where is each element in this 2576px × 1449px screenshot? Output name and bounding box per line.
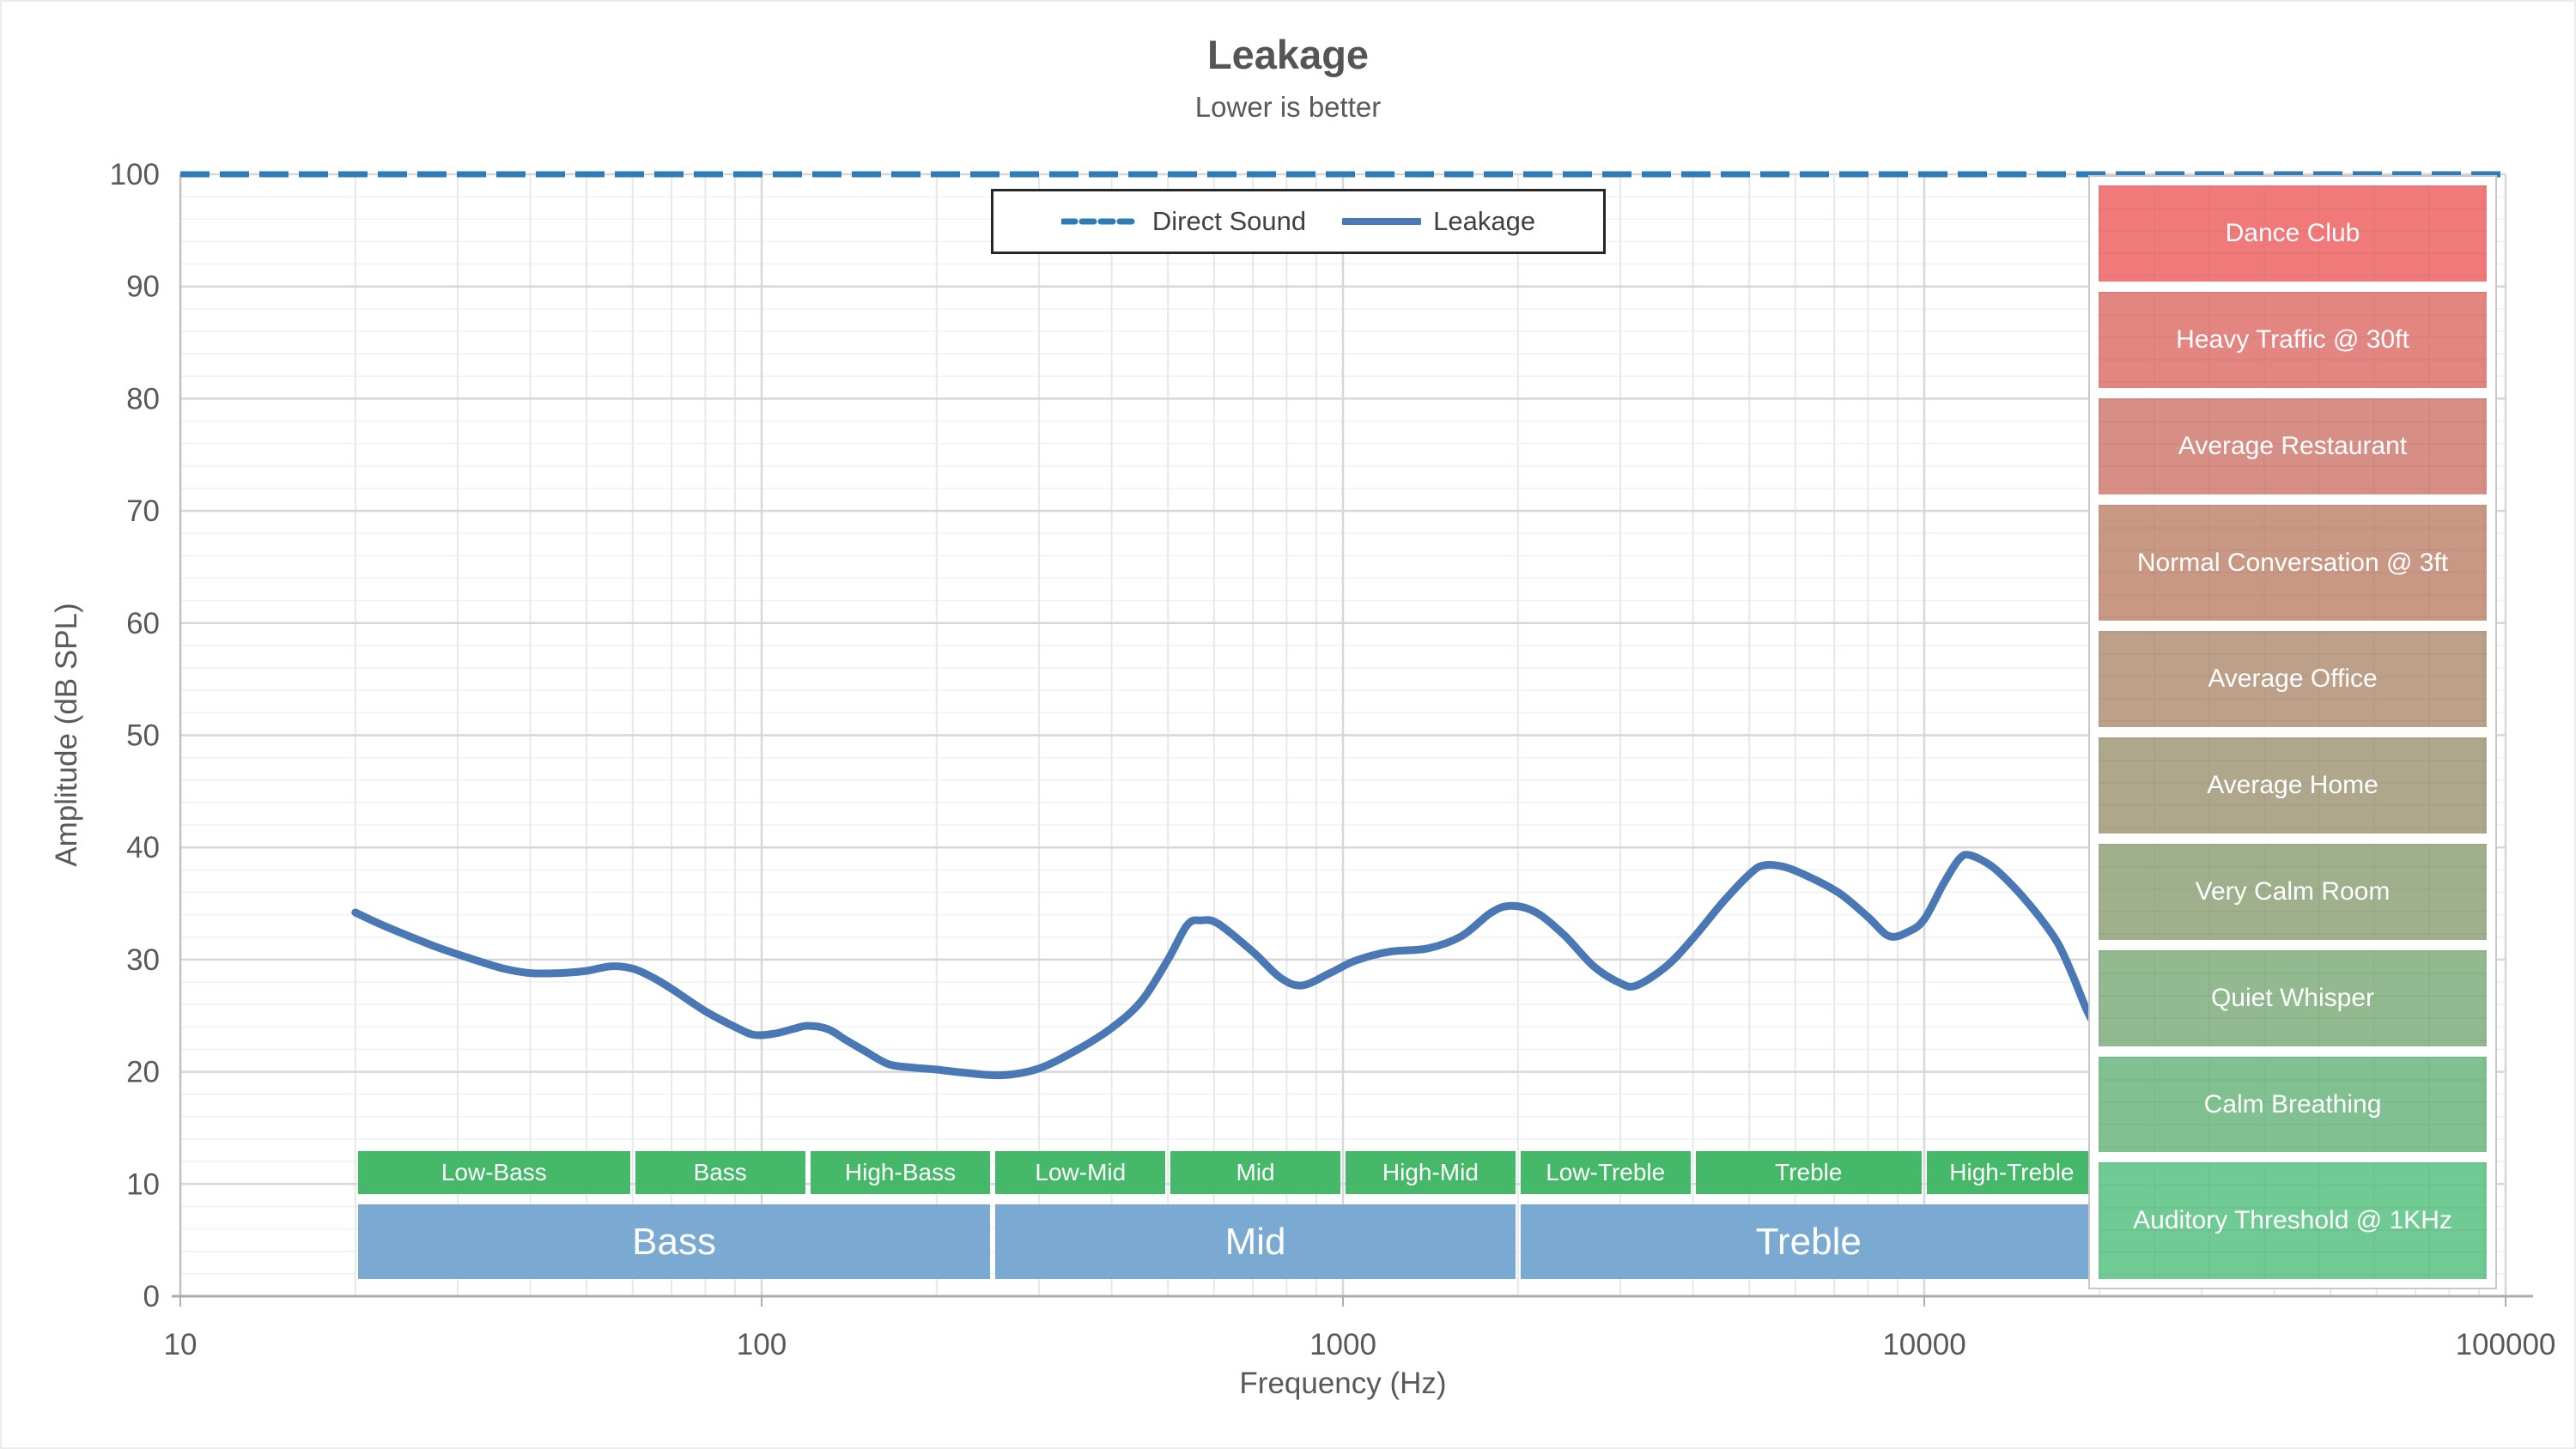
legend: Direct Sound Leakage	[991, 189, 1606, 254]
loudness-reference-panel: Dance Club Heavy Traffic @ 30ft Average Re…	[2088, 175, 2497, 1289]
x-axis-title: Frequency (Hz)	[1239, 1367, 1447, 1400]
reference-level-label: Heavy Traffic @ 30ft	[2176, 325, 2409, 355]
reference-level-average-restaurant: Average Restaurant	[2099, 397, 2487, 494]
legend-item-leakage: Leakage	[1342, 206, 1535, 237]
chart-title: Leakage	[1206, 32, 1370, 77]
reference-level-average-home: Average Home	[2099, 737, 2487, 834]
reference-level-average-office: Average Office	[2099, 631, 2487, 727]
x-tick-label: 100000	[2456, 1328, 2556, 1361]
legend-item-direct-sound: Direct Sound	[1060, 206, 1307, 237]
leakage-curve	[351, 851, 2101, 1080]
y-tick-label: 10	[126, 1167, 160, 1201]
y-tick-label: 40	[126, 831, 160, 864]
reference-level-label: Average Office	[2208, 664, 2378, 694]
y-tick-label: 30	[126, 943, 160, 977]
x-tick-label: 10	[164, 1328, 197, 1361]
reference-level-label: Normal Conversation @ 3ft	[2136, 548, 2449, 577]
x-tick-label: 10000	[1882, 1328, 1965, 1361]
dashed-line-swatch	[1060, 218, 1140, 225]
reference-level-auditory-threshold-1khz: Auditory Threshold @ 1KHz	[2099, 1162, 2487, 1279]
y-tick-label: 50	[126, 719, 160, 753]
solid-line-swatch	[1342, 218, 1422, 225]
reference-level-label: Very Calm Room	[2195, 877, 2391, 906]
y-tick-label: 70	[126, 494, 160, 528]
reference-level-calm-breathing: Calm Breathing	[2099, 1056, 2487, 1153]
y-tick-label: 90	[126, 270, 160, 304]
reference-level-label: Quiet Whisper	[2210, 983, 2375, 1012]
reference-level-quiet-whisper: Quiet Whisper	[2099, 949, 2487, 1046]
reference-level-label: Dance Club	[2225, 219, 2360, 248]
y-tick-label: 20	[126, 1056, 160, 1089]
reference-level-normal-conversation-3ft: Normal Conversation @ 3ft	[2099, 504, 2487, 621]
reference-level-very-calm-room: Very Calm Room	[2099, 843, 2487, 940]
chart-subtitle: Lower is better	[1194, 91, 1382, 123]
legend-label-leakage: Leakage	[1433, 206, 1536, 236]
y-tick-label: 60	[126, 607, 160, 640]
x-tick-label: 1000	[1309, 1328, 1376, 1361]
reference-level-label: Calm Breathing	[2203, 1089, 2382, 1119]
reference-level-dance-club: Dance Club	[2099, 185, 2487, 282]
reference-level-label: Average Restaurant	[2178, 431, 2408, 460]
legend-label-direct-sound: Direct Sound	[1151, 206, 1307, 236]
y-axis-title: Amplitude (dB SPL)	[50, 603, 83, 867]
y-tick-label: 80	[126, 382, 160, 415]
reference-level-label: Auditory Threshold @ 1KHz	[2133, 1206, 2452, 1235]
y-tick-label: 0	[143, 1280, 160, 1313]
y-tick-label: 100	[110, 158, 160, 191]
reference-level-label: Average Home	[2207, 771, 2379, 800]
reference-level-heavy-traffic-30ft: Heavy Traffic @ 30ft	[2099, 291, 2487, 388]
x-tick-label: 100	[737, 1328, 787, 1361]
